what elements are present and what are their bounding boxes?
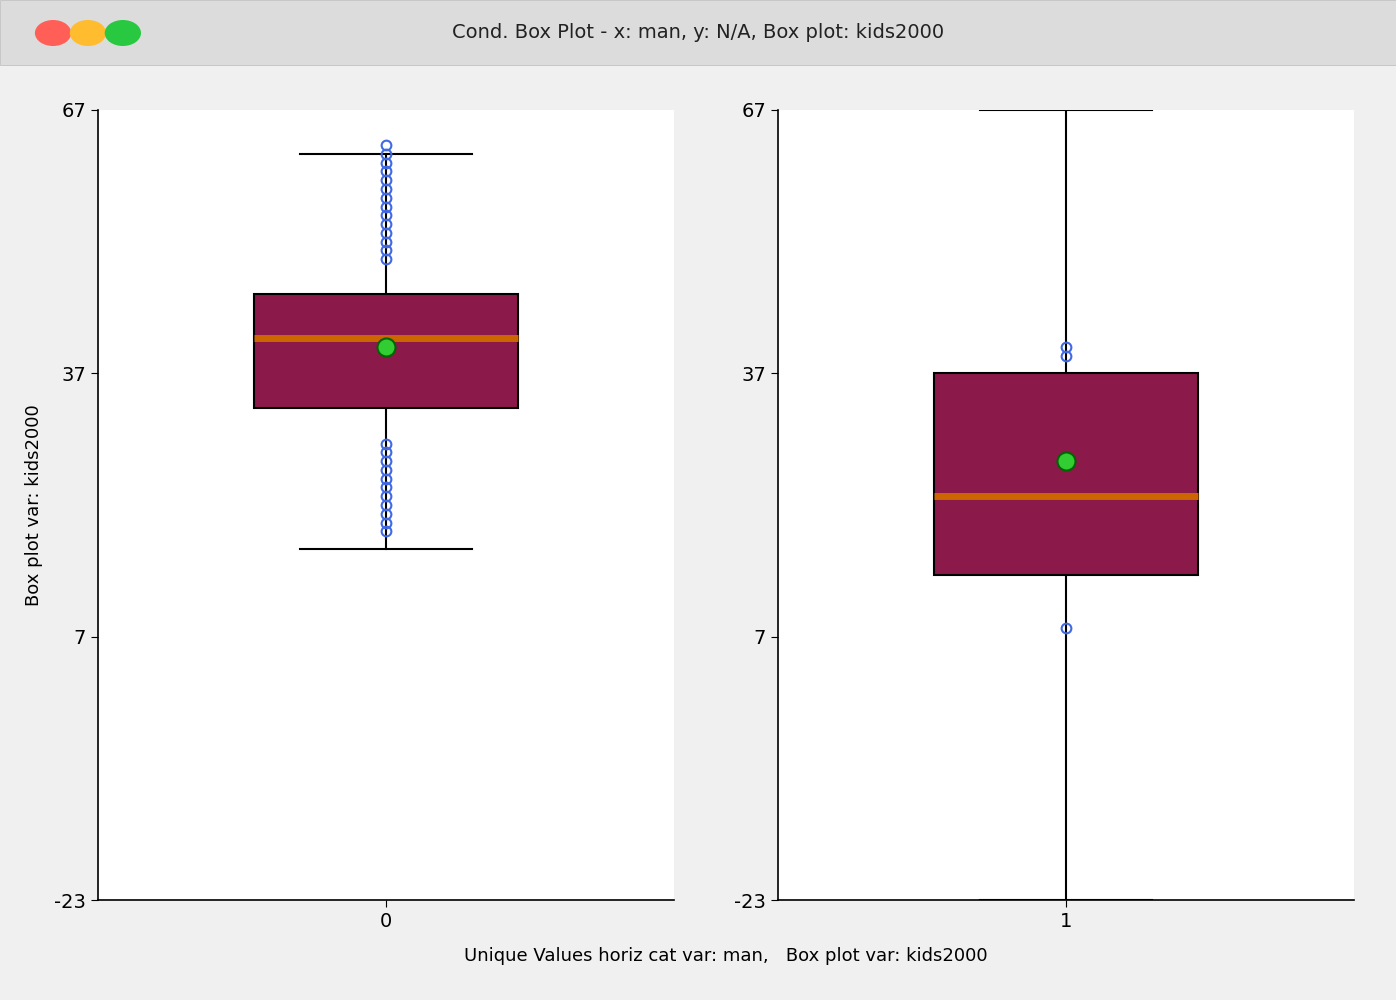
Bar	[934, 373, 1198, 575]
Bar	[254, 294, 518, 408]
Text: Unique Values horiz cat var: man,   Box plot var: kids2000: Unique Values horiz cat var: man, Box pl…	[463, 947, 988, 965]
Y-axis label: Box plot var: kids2000: Box plot var: kids2000	[25, 404, 43, 606]
Text: Cond. Box Plot - x: man, y: N/A, Box plot: kids2000: Cond. Box Plot - x: man, y: N/A, Box plo…	[452, 23, 944, 42]
